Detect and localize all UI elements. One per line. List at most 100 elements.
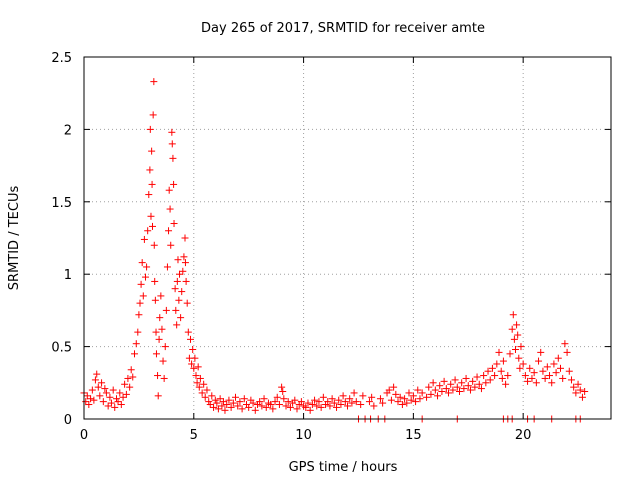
data-point — [155, 335, 163, 343]
data-point — [90, 396, 98, 404]
data-point — [150, 78, 158, 86]
data-point — [370, 402, 378, 410]
data-point — [191, 354, 199, 362]
data-point — [552, 369, 560, 377]
data-point — [175, 296, 183, 304]
data-point — [286, 403, 294, 411]
data-point — [173, 277, 181, 285]
x-tick-label: 5 — [190, 428, 198, 443]
data-point — [453, 383, 461, 391]
data-point — [462, 374, 470, 382]
data-point — [319, 393, 327, 401]
data-point — [390, 383, 398, 391]
data-point — [519, 360, 527, 368]
data-point — [114, 398, 122, 406]
data-point — [151, 296, 159, 304]
data-point — [526, 364, 534, 372]
data-point — [532, 379, 540, 387]
data-point — [308, 401, 316, 409]
data-point — [143, 263, 151, 271]
data-point — [112, 395, 120, 403]
data-point — [521, 372, 529, 380]
data-point — [324, 398, 332, 406]
y-tick-label: 0.5 — [51, 341, 72, 356]
data-point — [85, 401, 93, 409]
data-point — [563, 348, 571, 356]
data-point — [559, 374, 567, 382]
data-point — [337, 401, 345, 409]
data-point — [486, 376, 494, 384]
data-point — [352, 398, 360, 406]
data-point — [543, 363, 551, 371]
x-tick-label: 0 — [80, 428, 88, 443]
data-point — [407, 396, 415, 404]
data-point — [497, 367, 505, 375]
data-point — [219, 398, 227, 406]
data-point — [98, 379, 106, 387]
data-point — [401, 395, 409, 403]
x-axis-label: GPS time / hours — [289, 460, 398, 475]
data-point — [455, 387, 463, 395]
data-point — [302, 403, 310, 411]
data-point — [471, 383, 479, 391]
data-point — [379, 399, 387, 407]
data-point — [147, 212, 155, 220]
data-point — [516, 364, 524, 372]
data-point — [251, 406, 259, 414]
data-point — [376, 395, 384, 403]
data-point — [539, 367, 547, 375]
data-point — [427, 390, 435, 398]
data-point — [156, 314, 164, 322]
data-point — [141, 273, 149, 281]
data-point — [148, 180, 156, 188]
data-point — [513, 321, 521, 329]
data-point — [278, 383, 286, 391]
data-point — [160, 374, 168, 382]
data-point — [166, 205, 174, 213]
data-point — [182, 277, 190, 285]
data-point — [451, 376, 459, 384]
data-point — [488, 364, 496, 372]
data-point — [449, 386, 457, 394]
chart-title: Day 265 of 2017, SRMTID for receiver amt… — [201, 21, 485, 36]
data-point — [425, 383, 433, 391]
data-point — [460, 385, 468, 393]
data-point — [150, 241, 158, 249]
data-point — [117, 401, 125, 409]
data-point — [429, 379, 437, 387]
data-point — [502, 380, 510, 388]
data-point — [313, 402, 321, 410]
data-point — [466, 386, 474, 394]
data-point — [145, 191, 153, 199]
x-tick-label: 20 — [515, 428, 532, 443]
data-point — [111, 403, 119, 411]
data-point — [91, 376, 99, 384]
data-point — [515, 354, 523, 362]
data-point — [173, 321, 181, 329]
data-point — [475, 380, 483, 388]
y-tick-label: 1.5 — [51, 196, 72, 211]
data-point — [464, 382, 472, 390]
data-point — [291, 396, 299, 404]
data-point — [170, 180, 178, 188]
data-point — [183, 299, 191, 307]
data-point — [229, 399, 237, 407]
data-point — [249, 399, 257, 407]
x-tick-label: 15 — [405, 428, 422, 443]
data-point — [403, 399, 411, 407]
data-point — [135, 311, 143, 319]
data-point — [535, 357, 543, 365]
data-point — [344, 402, 351, 410]
data-point — [221, 406, 229, 414]
data-point — [106, 393, 114, 401]
data-point — [154, 392, 162, 400]
data-point — [161, 343, 169, 351]
data-point — [104, 402, 112, 410]
data-point — [348, 399, 356, 407]
data-point — [236, 398, 244, 406]
data-point — [214, 405, 222, 413]
data-point — [99, 398, 107, 406]
data-point — [131, 350, 139, 358]
data-point — [227, 403, 235, 411]
